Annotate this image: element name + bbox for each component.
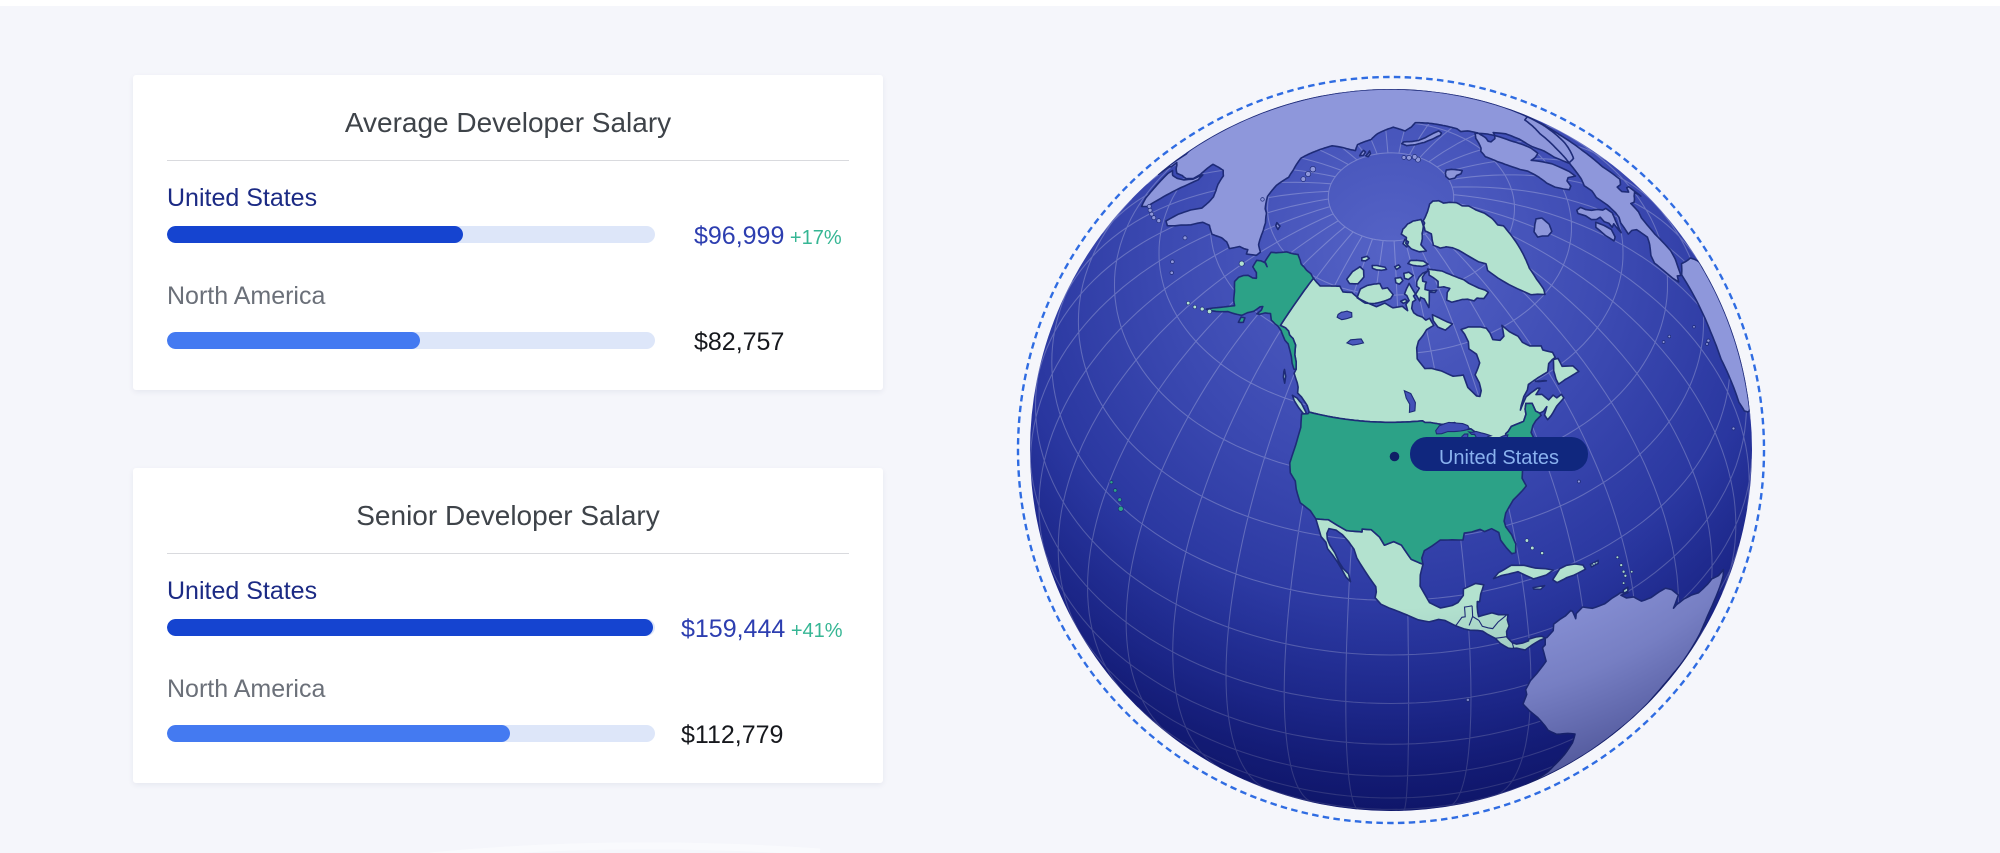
svg-text:United States: United States xyxy=(1439,447,1559,469)
